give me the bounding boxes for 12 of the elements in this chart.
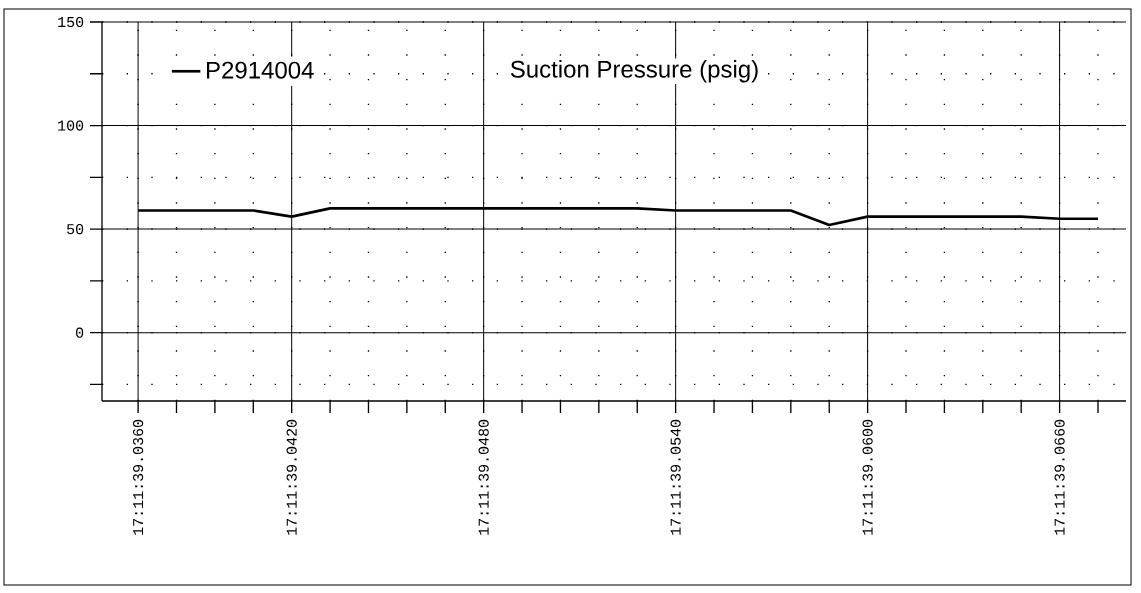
x-tick-label: 17:11:39.0420 — [286, 419, 297, 535]
y-tick-label: 0 — [76, 327, 84, 338]
x-tick-label: 17:11:39.0600 — [862, 419, 873, 535]
legend-label: P2914004 — [206, 61, 314, 79]
y-tick-label: 150 — [58, 16, 84, 28]
y-tick-label: 100 — [58, 120, 84, 131]
x-tick-label: 17:11:39.0540 — [670, 419, 681, 535]
x-tick-label: 17:11:39.0360 — [133, 419, 144, 535]
annotation: Suction Pressure (psig) — [510, 60, 758, 83]
x-tick-label: 17:11:39.0660 — [1054, 419, 1065, 535]
x-tick-label: 17:11:39.0480 — [478, 419, 489, 535]
y-tick-label: 50 — [67, 224, 84, 235]
